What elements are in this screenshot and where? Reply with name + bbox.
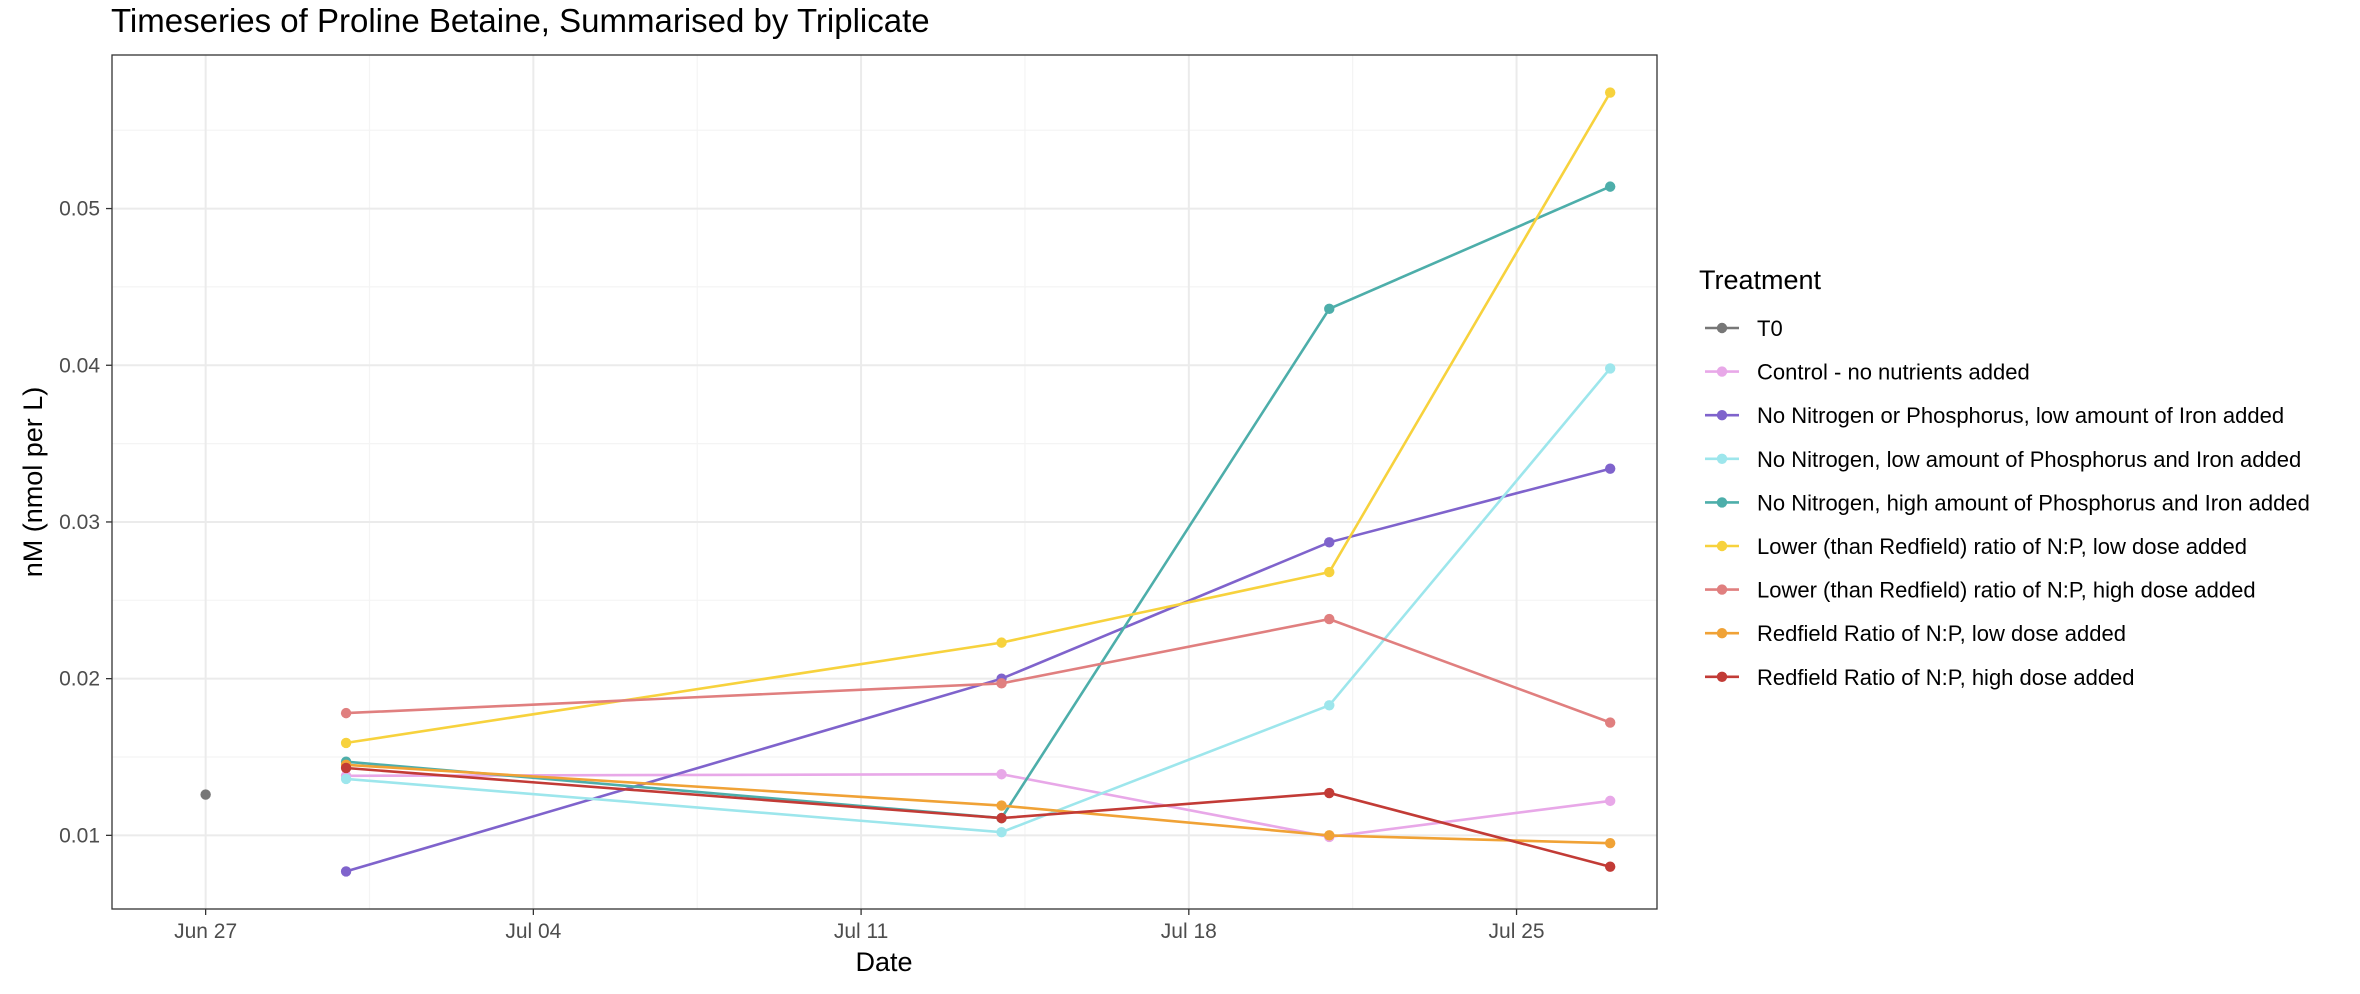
series-line [346, 766, 1611, 868]
chart-title: Timeseries of Proline Betaine, Summarise… [111, 2, 930, 39]
legend-label: Redfield Ratio of N:P, high dose added [1757, 665, 2135, 690]
legend-key-point [1716, 453, 1728, 464]
y-tick-label: 0.02 [59, 668, 100, 691]
x-tick-label: Jul 04 [505, 920, 561, 943]
data-point [996, 827, 1007, 838]
legend-item: Lower (than Redfield) ratio of N:P, low … [1705, 534, 2247, 559]
legend-label: T0 [1757, 316, 1783, 341]
y-tick-label: 0.04 [59, 354, 100, 377]
data-point [1324, 613, 1335, 625]
series-4 [340, 181, 1616, 824]
series-8 [340, 762, 1616, 872]
legend-label: Redfield Ratio of N:P, low dose added [1757, 621, 2126, 646]
data-point [1604, 87, 1616, 98]
data-point [1324, 787, 1335, 799]
series-line [345, 91, 1612, 745]
data-point [1604, 861, 1616, 872]
legend-item: T0 [1705, 316, 1783, 341]
legend-key-point [1716, 497, 1728, 508]
legend-item: Lower (than Redfield) ratio of N:P, high… [1705, 578, 2256, 603]
legend-item: Control - no nutrients added [1705, 360, 2030, 385]
series-0 [200, 789, 211, 800]
data-point [1324, 566, 1335, 578]
legend-item: Redfield Ratio of N:P, low dose added [1705, 621, 2126, 646]
series-7 [340, 759, 1616, 849]
data-point [1324, 303, 1335, 315]
legend-key-point [1716, 366, 1728, 377]
data-point [1324, 537, 1335, 548]
legend-item: No Nitrogen, low amount of Phosphorus an… [1705, 447, 2301, 472]
legend-label: No Nitrogen, high amount of Phosphorus a… [1757, 490, 2310, 515]
plot-panel [111, 54, 1658, 910]
legend-item: No Nitrogen or Phosphorus, low amount of… [1705, 403, 2284, 428]
data-point [996, 769, 1007, 780]
data-point [1604, 363, 1616, 374]
legend-label: No Nitrogen or Phosphorus, low amount of… [1757, 403, 2284, 428]
series-line [345, 367, 1612, 834]
legend-label: No Nitrogen, low amount of Phosphorus an… [1757, 447, 2301, 472]
axes: 0.01 0.02 0.03 0.04 0.05 Jun 27 Jul 04 Jul 11 Ju… [59, 198, 1544, 943]
legend-key-point [1716, 671, 1728, 682]
data-point [996, 812, 1007, 824]
y-tick-label: 0.01 [59, 824, 100, 847]
data-point [996, 800, 1007, 811]
data-point [340, 866, 352, 877]
data-point [1604, 717, 1616, 728]
data-point [996, 637, 1007, 648]
y-tick-label: 0.05 [59, 198, 100, 221]
data-point [340, 737, 352, 749]
x-tick-label: Jul 11 [834, 920, 888, 943]
x-axis-title: Date [855, 947, 912, 977]
x-tick-label: Jul 18 [1161, 920, 1217, 943]
y-tick-label: 0.03 [59, 511, 100, 534]
data-point [340, 762, 352, 774]
legend-label: Control - no nutrients added [1757, 360, 2030, 385]
series-3 [340, 363, 1616, 838]
data-point [340, 773, 352, 785]
legend-key-point [1716, 410, 1728, 421]
series-2 [340, 463, 1616, 877]
legend: Treatment T0 Control - no nutrients added… [1699, 265, 2310, 690]
data-point [1604, 795, 1616, 807]
y-axis-title: nM (nmol per L) [18, 387, 48, 578]
legend-title: Treatment [1699, 265, 1822, 295]
data-point [200, 789, 211, 800]
data-point [1604, 181, 1616, 192]
x-tick-label: Jun 27 [174, 920, 237, 943]
data-point [1604, 463, 1616, 474]
data-point [340, 707, 352, 719]
legend-label: Lower (than Redfield) ratio of N:P, high… [1757, 578, 2256, 603]
legend-key-point [1716, 540, 1728, 552]
data-point [1324, 700, 1335, 711]
series-line [345, 185, 1611, 820]
grid [112, 55, 1657, 909]
series-line [346, 763, 1611, 845]
series-6 [340, 613, 1616, 728]
plot-series [200, 87, 1616, 877]
series-line [345, 467, 1611, 873]
legend-key-point [1716, 628, 1728, 639]
data-point [1604, 837, 1616, 849]
data-point [1324, 830, 1335, 841]
legend-item: No Nitrogen, high amount of Phosphorus a… [1705, 490, 2310, 515]
legend-key-point [1716, 584, 1728, 595]
legend-label: Lower (than Redfield) ratio of N:P, low … [1757, 534, 2247, 559]
series-line [346, 617, 1611, 724]
data-point [996, 678, 1007, 689]
legend-item: Redfield Ratio of N:P, high dose added [1705, 665, 2135, 690]
legend-key-point [1716, 322, 1728, 334]
x-tick-label: Jul 25 [1489, 920, 1545, 943]
series-5 [340, 87, 1616, 749]
